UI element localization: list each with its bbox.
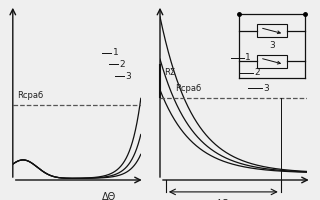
Text: RΣ: RΣ <box>164 68 176 77</box>
Text: 1: 1 <box>245 53 251 62</box>
Bar <box>257 55 287 68</box>
Bar <box>257 24 287 37</box>
Text: 2: 2 <box>254 68 260 77</box>
Text: Rcpaб: Rcpaб <box>175 84 201 93</box>
Text: ΔΘ: ΔΘ <box>216 199 230 200</box>
Text: 3: 3 <box>263 84 269 93</box>
Text: 3: 3 <box>269 42 275 50</box>
Text: ΔΘ: ΔΘ <box>102 192 116 200</box>
Text: Rcpaб: Rcpaб <box>17 91 43 100</box>
Text: 1: 1 <box>113 48 118 57</box>
Text: 2: 2 <box>119 60 125 69</box>
Text: 3: 3 <box>125 72 131 81</box>
